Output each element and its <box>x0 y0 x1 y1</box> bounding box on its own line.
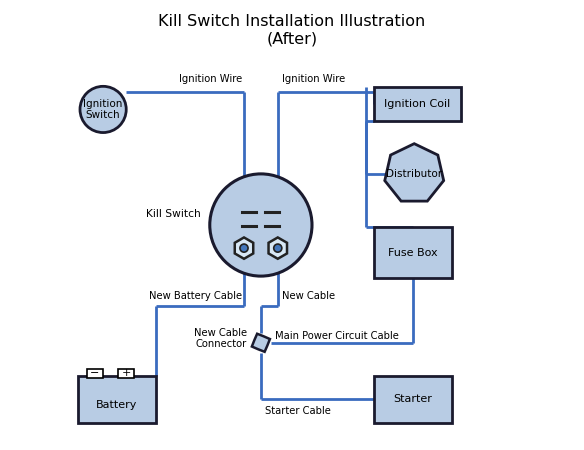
Text: Ignition Wire: Ignition Wire <box>282 74 346 84</box>
Text: Ignition Coil: Ignition Coil <box>384 99 451 109</box>
Text: Ignition Wire: Ignition Wire <box>179 74 242 84</box>
Text: Main Power Circuit Cable: Main Power Circuit Cable <box>275 331 399 341</box>
FancyBboxPatch shape <box>118 369 134 378</box>
Circle shape <box>210 174 312 276</box>
Text: Fuse Box: Fuse Box <box>388 248 438 258</box>
FancyBboxPatch shape <box>78 376 155 423</box>
Circle shape <box>274 244 282 252</box>
FancyBboxPatch shape <box>374 87 461 121</box>
Text: Ignition
Switch: Ignition Switch <box>84 99 123 120</box>
Polygon shape <box>269 238 287 259</box>
FancyBboxPatch shape <box>87 369 103 378</box>
Polygon shape <box>235 238 253 259</box>
Polygon shape <box>385 144 444 201</box>
Text: −: − <box>90 369 100 378</box>
FancyBboxPatch shape <box>374 227 452 279</box>
Circle shape <box>240 244 248 252</box>
Text: New Cable: New Cable <box>282 291 335 301</box>
Circle shape <box>80 86 126 133</box>
Text: Distributor: Distributor <box>386 169 442 179</box>
Text: Battery: Battery <box>96 400 137 410</box>
Text: +: + <box>121 369 131 378</box>
Text: Kill Switch: Kill Switch <box>146 209 201 219</box>
Text: Starter: Starter <box>394 395 433 405</box>
Text: Kill Switch Installation Illustration
(After): Kill Switch Installation Illustration (A… <box>158 14 426 46</box>
FancyBboxPatch shape <box>374 376 452 423</box>
Text: New Cable
Connector: New Cable Connector <box>193 328 246 349</box>
Text: New Battery Cable: New Battery Cable <box>149 291 242 301</box>
Text: Starter Cable: Starter Cable <box>265 406 331 416</box>
Polygon shape <box>252 334 270 352</box>
